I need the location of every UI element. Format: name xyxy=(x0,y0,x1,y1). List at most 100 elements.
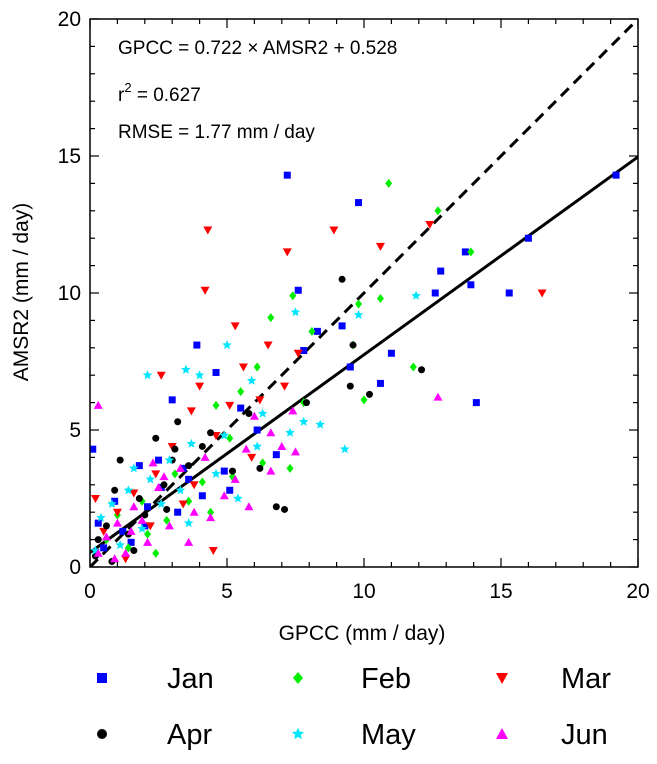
data-point-jan xyxy=(338,322,346,330)
data-point-apr xyxy=(349,341,357,349)
data-point-feb xyxy=(289,291,297,301)
y-tick-label: 0 xyxy=(69,556,81,579)
data-point-mar xyxy=(425,221,435,229)
data-point-may xyxy=(233,493,243,503)
annotations: GPCC = 0.722 × AMSR2 + 0.528 r2 = 0.627 … xyxy=(118,38,397,143)
legend-item-apr: Apr xyxy=(97,719,212,751)
series-jan xyxy=(90,171,620,552)
data-point-may xyxy=(175,485,186,495)
x-axis-title: GPCC (mm / day) xyxy=(279,622,446,645)
data-point-apr xyxy=(338,275,346,283)
y-tick-label: 20 xyxy=(58,8,81,31)
data-point-apr xyxy=(256,464,264,472)
data-point-mar xyxy=(90,495,100,503)
axis-ticks: 0 5 10 15 20 0 5 10 15 20 xyxy=(58,8,650,603)
data-point-jun xyxy=(93,548,103,557)
data-point-jun xyxy=(249,411,259,420)
data-point-jan xyxy=(313,327,321,335)
data-point-may xyxy=(211,468,221,478)
data-point-jan xyxy=(467,281,475,289)
data-point-feb xyxy=(409,362,417,372)
data-point-mar xyxy=(255,396,265,405)
data-point-apr xyxy=(207,429,215,437)
data-point-jun xyxy=(112,518,122,527)
data-point-jun xyxy=(266,428,276,437)
data-point-jan xyxy=(198,492,206,500)
r-squared-superscript: 2 xyxy=(124,80,131,95)
data-point-may xyxy=(290,307,301,317)
data-point-apr xyxy=(302,399,310,407)
data-point-may xyxy=(115,540,125,550)
data-point-apr xyxy=(281,505,289,513)
data-point-jan xyxy=(437,267,445,275)
data-point-apr xyxy=(272,503,280,511)
data-point-jun xyxy=(143,537,153,546)
y-tick-label: 10 xyxy=(58,282,81,305)
data-point-jun xyxy=(200,452,210,461)
data-point-mar xyxy=(537,289,547,298)
data-point-apr xyxy=(418,366,426,374)
data-point-jan xyxy=(119,527,127,535)
data-point-jan xyxy=(100,544,108,552)
scatter-points xyxy=(90,171,620,566)
data-point-may xyxy=(181,364,191,374)
data-point-jan xyxy=(141,522,149,530)
data-point-mar xyxy=(203,226,213,235)
data-point-may xyxy=(353,309,364,319)
data-point-jun xyxy=(277,441,287,450)
fit-lines xyxy=(90,19,638,567)
data-point-feb xyxy=(286,463,294,473)
data-point-jun xyxy=(110,554,120,563)
data-point-apr xyxy=(228,467,236,475)
data-point-jun xyxy=(291,447,300,456)
data-point-feb xyxy=(385,178,393,188)
data-point-feb xyxy=(376,293,384,303)
data-point-apr xyxy=(198,442,206,450)
data-point-may xyxy=(96,512,106,522)
data-point-feb xyxy=(360,395,368,405)
data-point-apr xyxy=(171,445,179,453)
data-point-mar xyxy=(112,508,122,517)
data-point-jan xyxy=(168,396,176,404)
data-point-mar xyxy=(178,500,188,509)
legend-item-jun: Jun xyxy=(496,719,608,751)
data-point-feb xyxy=(253,362,261,372)
data-point-mar xyxy=(280,382,290,391)
legend-marker-apr xyxy=(97,729,107,739)
data-point-mar xyxy=(129,489,139,498)
rmse-text: RMSE = 1.77 mm / day xyxy=(118,122,315,143)
legend-marker-mar xyxy=(496,673,508,684)
equation-text: GPCC = 0.722 × AMSR2 + 0.528 xyxy=(118,38,397,59)
legend-label-mar: Mar xyxy=(561,663,611,695)
data-point-feb xyxy=(152,548,160,558)
data-point-jun xyxy=(244,502,254,511)
data-point-may xyxy=(257,408,268,418)
legend-label-apr: Apr xyxy=(167,719,212,751)
data-point-jan xyxy=(155,456,162,464)
data-point-feb xyxy=(467,247,475,257)
data-point-jan xyxy=(212,368,220,376)
r-squared-value: = 0.627 xyxy=(132,85,201,106)
data-point-feb xyxy=(198,477,206,487)
data-point-jun xyxy=(148,458,158,467)
data-point-feb xyxy=(355,299,363,309)
data-point-apr xyxy=(102,522,110,530)
data-point-mar xyxy=(230,322,240,331)
data-point-may xyxy=(142,370,153,380)
data-point-mar xyxy=(263,341,273,350)
data-point-jun xyxy=(266,466,276,475)
x-tick-label: 20 xyxy=(626,580,649,603)
data-point-jan xyxy=(226,486,234,494)
y-axis-title: AMSR2 (mm / day) xyxy=(10,203,33,382)
y-tick-label: 15 xyxy=(58,145,81,168)
data-point-jan xyxy=(472,399,480,407)
data-point-mar xyxy=(329,226,339,235)
data-point-jan xyxy=(300,347,308,355)
data-point-may xyxy=(246,375,257,385)
data-point-jun xyxy=(241,444,251,453)
data-point-apr xyxy=(111,486,119,494)
data-point-mar xyxy=(121,555,131,564)
data-point-jan xyxy=(505,289,513,297)
legend-marker-may xyxy=(291,727,305,740)
